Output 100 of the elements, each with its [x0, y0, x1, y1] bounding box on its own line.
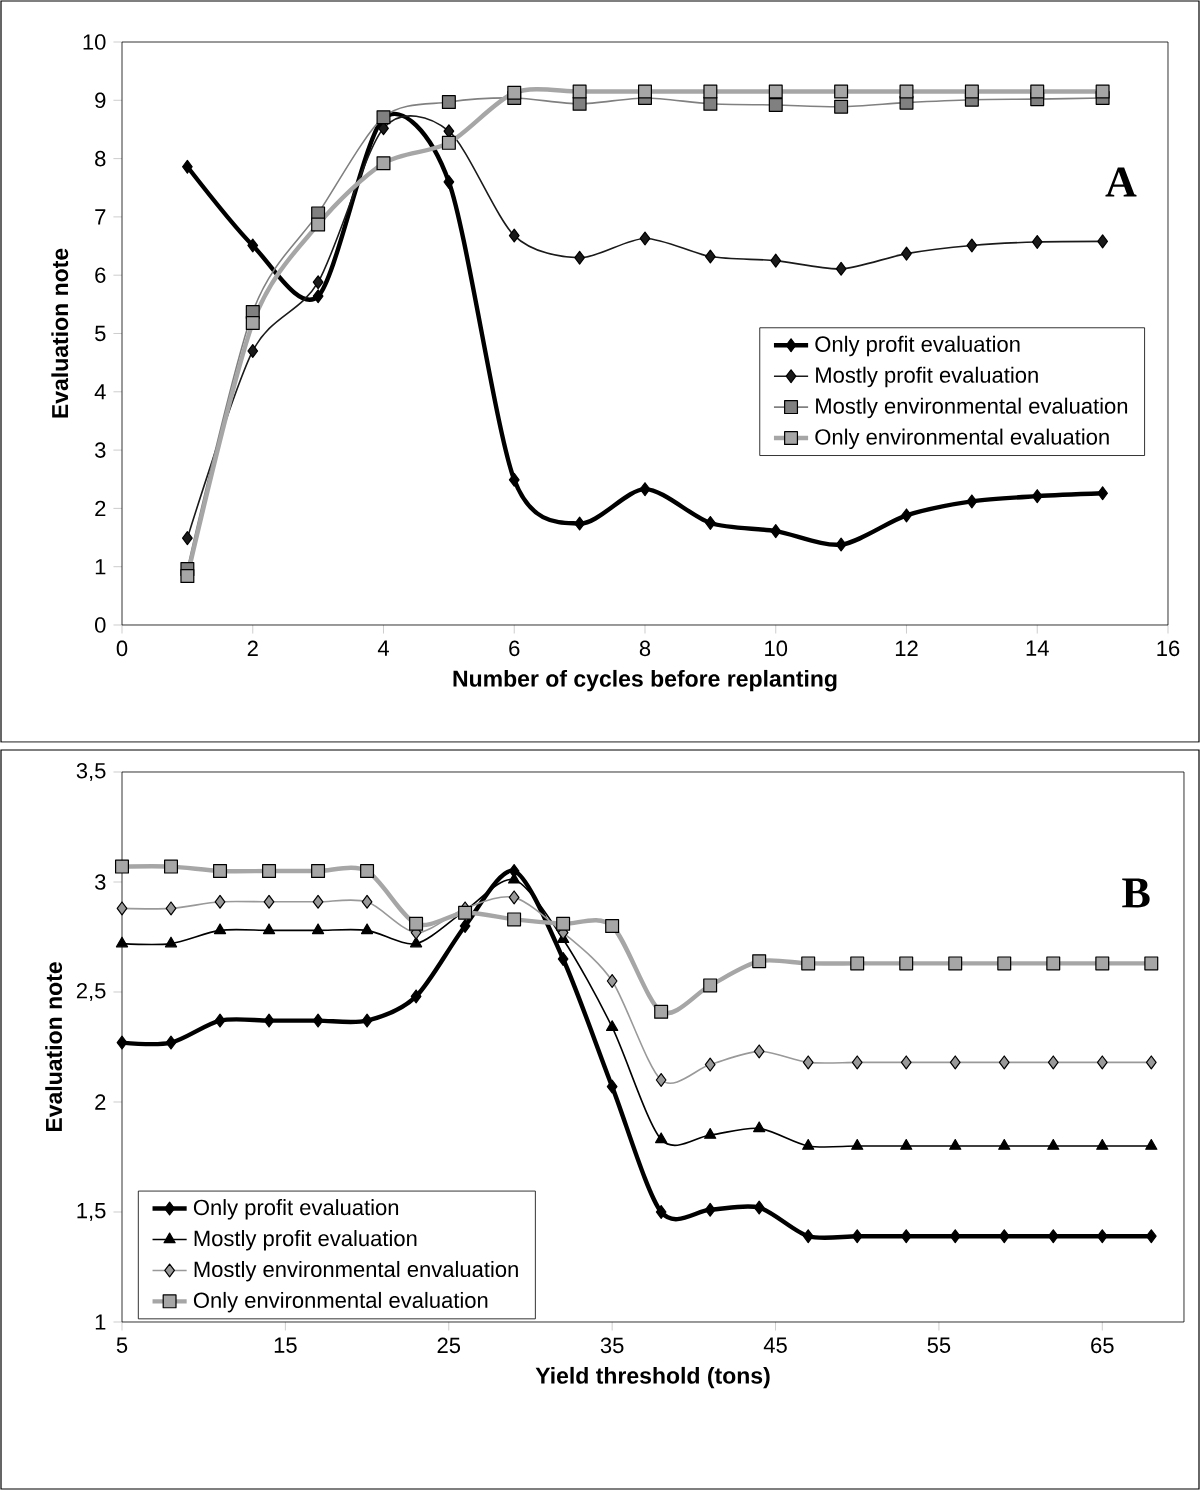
legend-label: Mostly environmental envaluation	[194, 1260, 518, 1282]
point	[1145, 1055, 1157, 1070]
point	[606, 1020, 619, 1031]
point	[655, 1205, 667, 1219]
point	[409, 936, 423, 948]
point	[312, 1013, 324, 1028]
legend-label: Mostly environmental evaluation	[816, 397, 1128, 419]
point	[704, 1128, 717, 1139]
point	[1144, 956, 1159, 971]
point	[213, 864, 228, 878]
point	[1047, 1055, 1059, 1070]
x-tick-label: 4	[377, 640, 389, 656]
point	[115, 936, 129, 948]
y-tick-label: 2,5	[76, 982, 106, 1002]
point	[180, 569, 195, 584]
point	[410, 989, 422, 1004]
point	[655, 1132, 668, 1144]
point	[312, 289, 324, 304]
point	[704, 1202, 716, 1217]
y-tick-label: 7	[95, 209, 106, 225]
y-axis-title: Evaluation note	[51, 248, 69, 418]
point	[312, 275, 324, 290]
point	[768, 84, 783, 99]
point	[851, 1229, 863, 1244]
point	[639, 482, 651, 497]
point	[164, 859, 179, 874]
point	[851, 1138, 864, 1150]
point	[606, 974, 618, 988]
point	[116, 1035, 128, 1050]
point	[213, 923, 227, 935]
point	[966, 238, 978, 253]
point	[752, 954, 767, 969]
point	[654, 1004, 669, 1019]
y-tick-label: 4	[94, 384, 106, 400]
point	[360, 923, 374, 935]
legend-label: Only environmental evaluation	[815, 428, 1109, 450]
point	[802, 1138, 815, 1150]
x-axis-title: Number of cycles before replanting	[453, 669, 837, 692]
point	[703, 978, 718, 993]
point	[704, 515, 716, 530]
point	[1047, 1229, 1059, 1244]
legend-label: Only profit evaluation	[815, 335, 1020, 357]
point	[1096, 1138, 1109, 1150]
x-tick-label: 10	[765, 640, 788, 657]
point	[949, 1055, 961, 1070]
point	[507, 912, 522, 927]
point	[851, 1055, 863, 1070]
y-tick-label: 10	[83, 34, 106, 50]
point	[441, 95, 456, 110]
y-axis-title: Evaluation note	[45, 962, 63, 1132]
point	[557, 952, 569, 966]
point	[1096, 1055, 1108, 1070]
point	[360, 864, 375, 878]
point	[637, 84, 652, 99]
point	[964, 84, 979, 99]
point	[263, 894, 275, 909]
point	[508, 890, 520, 905]
point	[802, 1055, 814, 1070]
point	[1097, 486, 1109, 501]
point	[214, 894, 226, 909]
point	[948, 956, 963, 971]
point	[214, 1013, 226, 1028]
point	[574, 516, 586, 531]
x-tick-label: 65	[1091, 1337, 1114, 1354]
point	[768, 97, 783, 112]
point	[998, 1138, 1011, 1150]
point	[181, 531, 193, 546]
point	[1097, 234, 1109, 249]
point	[900, 1229, 912, 1244]
point	[834, 84, 849, 99]
point	[116, 901, 128, 916]
point	[900, 1138, 913, 1150]
x-tick-label: 16	[1157, 640, 1180, 657]
point	[1031, 489, 1043, 504]
point	[834, 99, 849, 114]
point	[1096, 1229, 1108, 1244]
point	[572, 84, 587, 99]
point	[247, 238, 259, 253]
point	[443, 174, 455, 189]
x-tick-label: 8	[639, 640, 651, 657]
point	[899, 956, 914, 971]
point	[165, 901, 177, 916]
x-tick-label: 5	[116, 1337, 128, 1353]
y-tick-label: 3,5	[76, 762, 106, 782]
point	[165, 1035, 177, 1050]
x-tick-label: 15	[274, 1337, 297, 1353]
point	[262, 923, 276, 935]
point	[114, 859, 129, 874]
y-tick-label: 9	[95, 92, 106, 109]
point	[1031, 234, 1043, 249]
point	[441, 135, 456, 150]
point	[704, 249, 716, 264]
y-tick-label: 1	[95, 559, 106, 575]
point	[409, 916, 424, 931]
x-tick-label: 55	[927, 1337, 951, 1353]
legend-label: Mostly profit evaluation	[816, 366, 1038, 388]
legend-label: Only environmental evaluation	[193, 1291, 488, 1313]
point	[263, 1013, 275, 1028]
legend-label: Only profit evaluation	[193, 1199, 399, 1220]
point	[901, 246, 912, 261]
